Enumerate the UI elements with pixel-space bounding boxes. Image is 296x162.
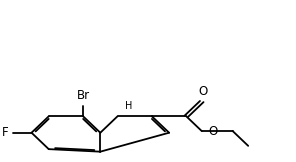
Text: O: O (208, 125, 218, 138)
Text: Br: Br (77, 89, 90, 102)
Text: H: H (125, 101, 132, 111)
Text: F: F (1, 126, 8, 139)
Text: O: O (199, 85, 208, 98)
